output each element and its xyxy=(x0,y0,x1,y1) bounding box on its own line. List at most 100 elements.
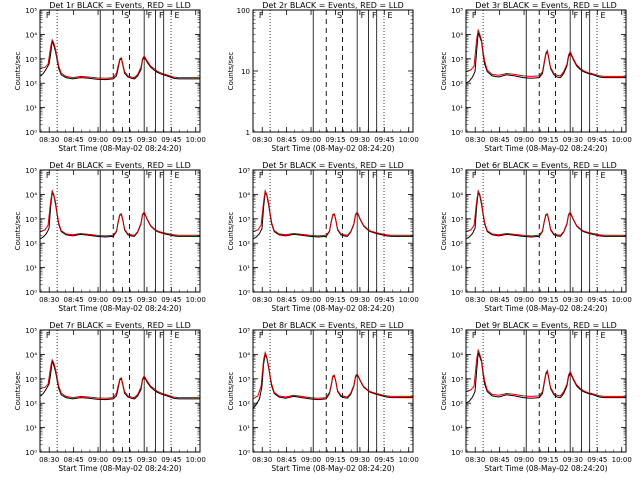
lld-curve xyxy=(465,189,626,237)
x-tick-label: 09:00 xyxy=(88,456,108,464)
x-tick-label: 09:45 xyxy=(161,296,181,304)
y-tick-label: 10⁴ xyxy=(451,191,463,199)
y-tick-label: 10¹ xyxy=(451,265,463,273)
phase-marker-e: E xyxy=(174,331,179,340)
events-curve xyxy=(465,32,626,84)
x-tick-label: 09:00 xyxy=(514,456,534,464)
x-tick-label: 09:45 xyxy=(374,296,394,304)
x-tick-label: 09:15 xyxy=(112,456,132,464)
panel-title: Det 3r BLACK = Events, RED = LLD xyxy=(475,1,617,10)
phase-marker-f: F xyxy=(148,171,153,180)
y-tick-label: 10³ xyxy=(25,216,37,224)
phase-marker-s: S xyxy=(124,331,129,340)
phase-marker-f: F xyxy=(372,171,377,180)
y-tick-label: 10⁴ xyxy=(25,351,37,359)
lld-curve xyxy=(39,38,200,79)
panel-title: Det 6r BLACK = Events, RED = LLD xyxy=(475,161,617,170)
y-tick-label: 10³ xyxy=(238,216,250,224)
x-tick-label: 09:15 xyxy=(325,296,345,304)
y-tick-label: 10⁰ xyxy=(238,449,250,457)
x-tick-label: 09:00 xyxy=(88,296,108,304)
y-tick-label: 10² xyxy=(451,400,463,408)
phase-marker-f: F xyxy=(46,331,51,340)
plot-frame xyxy=(465,169,627,293)
phase-marker-f: F xyxy=(259,331,264,340)
phase-marker-f: F xyxy=(259,11,264,20)
y-tick-label: 10² xyxy=(25,80,37,88)
phase-marker-s: S xyxy=(550,331,555,340)
y-tick-label: 10⁵ xyxy=(451,327,463,335)
x-axis-title: Start Time (08-May-02 08:24:20) xyxy=(271,144,394,153)
x-tick-label: 08:30 xyxy=(252,136,272,144)
x-tick-label: 09:45 xyxy=(374,456,394,464)
phase-marker-s: S xyxy=(124,11,129,20)
x-tick-label: 08:45 xyxy=(64,136,84,144)
phase-marker-f: F xyxy=(472,171,477,180)
plot-frame xyxy=(39,169,201,293)
y-tick-label: 10⁰ xyxy=(451,289,463,297)
y-axis-title: Counts/sec xyxy=(227,212,235,251)
x-tick-label: 09:15 xyxy=(538,136,558,144)
x-axis-title: Start Time (08-May-02 08:24:20) xyxy=(484,304,607,313)
y-tick-label: 10⁰ xyxy=(25,449,37,457)
phase-marker-e: E xyxy=(600,171,605,180)
events-curve xyxy=(252,352,413,409)
phase-marker-e: E xyxy=(174,171,179,180)
x-tick-label: 08:45 xyxy=(277,136,297,144)
phase-marker-e: E xyxy=(387,331,392,340)
y-tick-label: 10⁴ xyxy=(238,191,250,199)
phase-marker-f: F xyxy=(148,331,153,340)
y-tick-label: 10³ xyxy=(238,376,250,384)
x-tick-label: 09:30 xyxy=(350,456,370,464)
y-tick-label: 10² xyxy=(238,240,250,248)
phase-marker-f: F xyxy=(361,11,366,20)
x-tick-label: 09:15 xyxy=(325,456,345,464)
y-tick-label: 10⁰ xyxy=(238,289,250,297)
x-tick-label: 08:30 xyxy=(39,136,59,144)
x-tick-label: 09:30 xyxy=(563,136,583,144)
y-axis-title: Counts/sec xyxy=(227,52,235,91)
y-axis-title: Counts/sec xyxy=(14,372,22,411)
phase-marker-f: F xyxy=(159,11,164,20)
phase-marker-e: E xyxy=(387,171,392,180)
y-axis-title: Counts/sec xyxy=(14,212,22,251)
y-tick-label: 10⁵ xyxy=(451,167,463,175)
y-tick-label: 10⁵ xyxy=(25,7,37,15)
x-tick-label: 08:30 xyxy=(465,136,485,144)
x-tick-label: 08:30 xyxy=(465,456,485,464)
x-tick-label: 08:30 xyxy=(252,456,272,464)
x-tick-label: 09:30 xyxy=(137,456,157,464)
lld-curve xyxy=(465,28,626,77)
phase-marker-f: F xyxy=(574,11,579,20)
x-tick-label: 09:15 xyxy=(112,296,132,304)
x-tick-label: 09:30 xyxy=(563,456,583,464)
y-tick-label: 10¹ xyxy=(25,425,37,433)
x-axis-title: Start Time (08-May-02 08:24:20) xyxy=(58,304,181,313)
panel-title: Det 9r BLACK = Events, RED = LLD xyxy=(475,321,617,330)
x-tick-label: 08:45 xyxy=(64,456,84,464)
y-axis-title: Counts/sec xyxy=(14,52,22,91)
x-tick-label: 10:00 xyxy=(186,456,206,464)
x-tick-label: 09:30 xyxy=(350,136,370,144)
plot-frame xyxy=(465,329,627,453)
y-tick-label: 10¹ xyxy=(451,425,463,433)
phase-marker-f: F xyxy=(46,11,51,20)
phase-marker-s: S xyxy=(337,11,342,20)
x-tick-label: 09:30 xyxy=(563,296,583,304)
phase-marker-f: F xyxy=(372,11,377,20)
phase-marker-f: F xyxy=(585,11,590,20)
lld-curve xyxy=(39,358,200,399)
phase-marker-s: S xyxy=(550,171,555,180)
y-tick-label: 10 xyxy=(241,68,250,76)
phase-marker-f: F xyxy=(585,331,590,340)
x-tick-label: 10:00 xyxy=(186,136,206,144)
x-tick-label: 09:15 xyxy=(538,456,558,464)
phase-marker-f: F xyxy=(372,331,377,340)
x-tick-label: 10:00 xyxy=(612,136,632,144)
x-tick-label: 09:00 xyxy=(88,136,108,144)
x-axis-title: Start Time (08-May-02 08:24:20) xyxy=(271,304,394,313)
